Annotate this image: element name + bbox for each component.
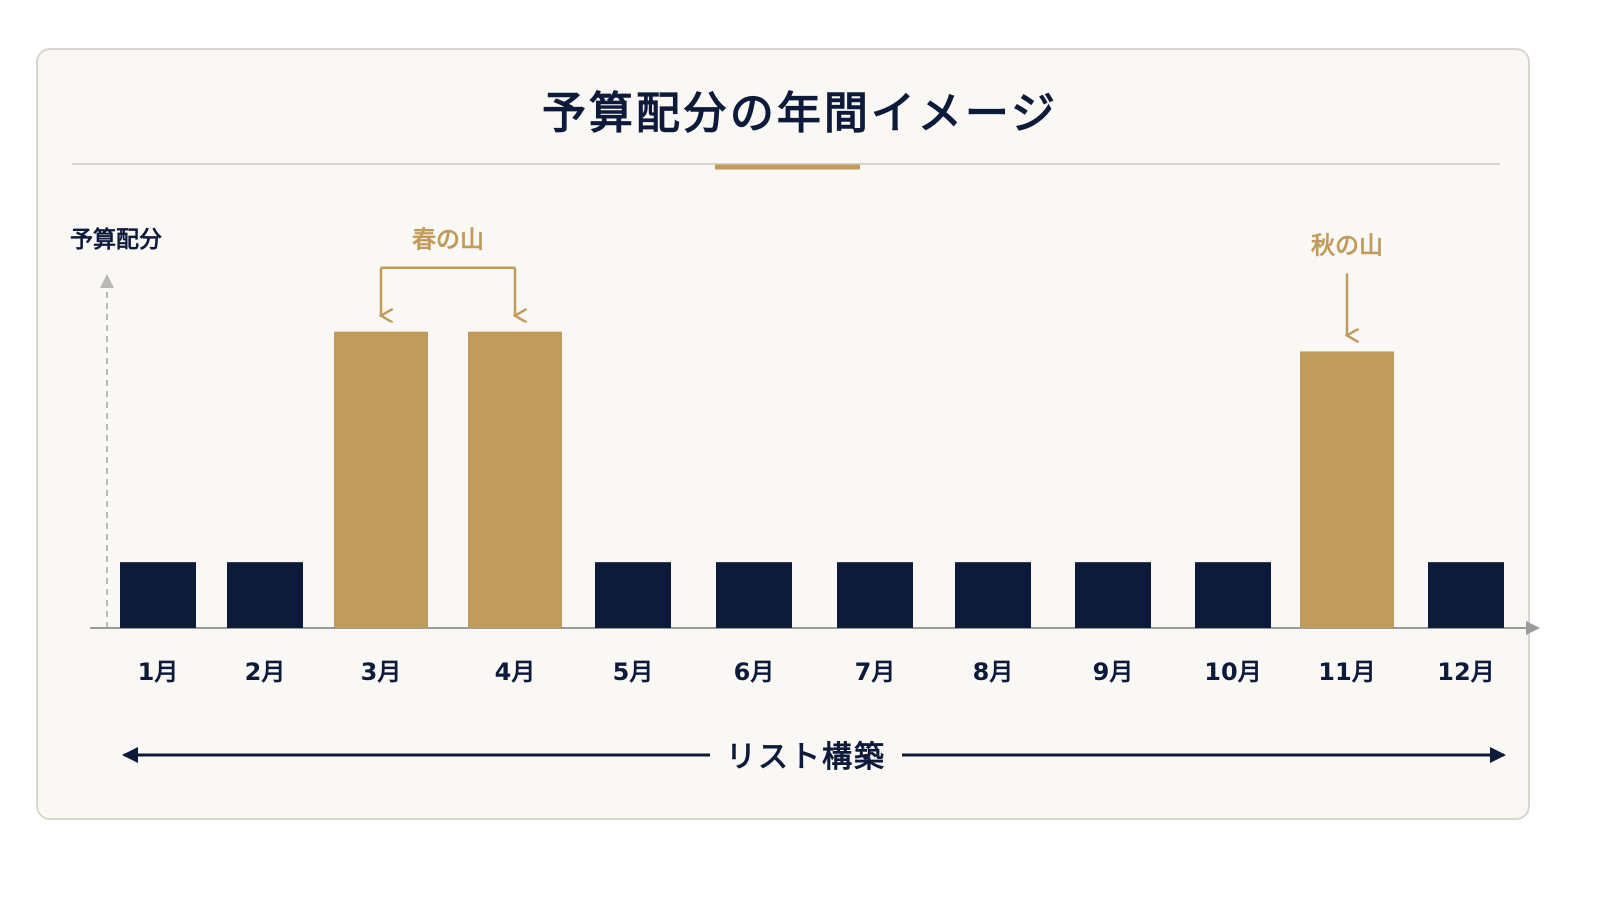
bar-4 bbox=[468, 331, 562, 628]
bar-12 bbox=[1428, 562, 1504, 628]
x-tick-label-5: 5月 bbox=[613, 658, 654, 686]
bar-11 bbox=[1300, 351, 1394, 628]
bar-10 bbox=[1195, 562, 1271, 628]
x-tick-label-2: 2月 bbox=[245, 658, 286, 686]
bottom-span-label: リスト構築 bbox=[726, 740, 886, 775]
x-tick-label-7: 7月 bbox=[855, 658, 896, 686]
bar-2 bbox=[227, 562, 303, 628]
chart-card bbox=[36, 48, 1530, 820]
y-axis-label: 予算配分 bbox=[70, 226, 162, 253]
x-tick-labels: 1月 2月 3月 4月 5月 6月 7月 8月 9月 10月 11月 12月 bbox=[138, 658, 1495, 686]
x-tick-label-6: 6月 bbox=[734, 658, 775, 686]
x-tick-label-10: 10月 bbox=[1204, 658, 1261, 686]
annotation-label-2: 秋の山 bbox=[1311, 231, 1383, 259]
x-tick-label-9: 9月 bbox=[1093, 658, 1134, 686]
annotations: 春の山 秋の山 bbox=[381, 226, 1383, 336]
bar-7 bbox=[837, 562, 913, 628]
chart-title: 予算配分の年間イメージ bbox=[542, 88, 1058, 139]
x-tick-label-1: 1月 bbox=[138, 658, 179, 686]
x-tick-label-8: 8月 bbox=[973, 658, 1014, 686]
x-axis-arrow-icon bbox=[1526, 621, 1540, 635]
bar-9 bbox=[1075, 562, 1151, 628]
x-tick-label-12: 12月 bbox=[1437, 658, 1494, 686]
bar-1 bbox=[120, 562, 196, 628]
x-tick-label-3: 3月 bbox=[361, 658, 402, 686]
bar-3 bbox=[334, 331, 428, 628]
x-tick-label-11: 11月 bbox=[1318, 658, 1375, 686]
annotation-label-1: 春の山 bbox=[412, 226, 484, 254]
x-tick-label-4: 4月 bbox=[495, 658, 536, 686]
bar-6 bbox=[716, 562, 792, 628]
y-axis-arrow-icon bbox=[100, 274, 114, 288]
bar-5 bbox=[595, 562, 671, 628]
bar-series bbox=[120, 331, 1504, 628]
bar-8 bbox=[955, 562, 1031, 628]
